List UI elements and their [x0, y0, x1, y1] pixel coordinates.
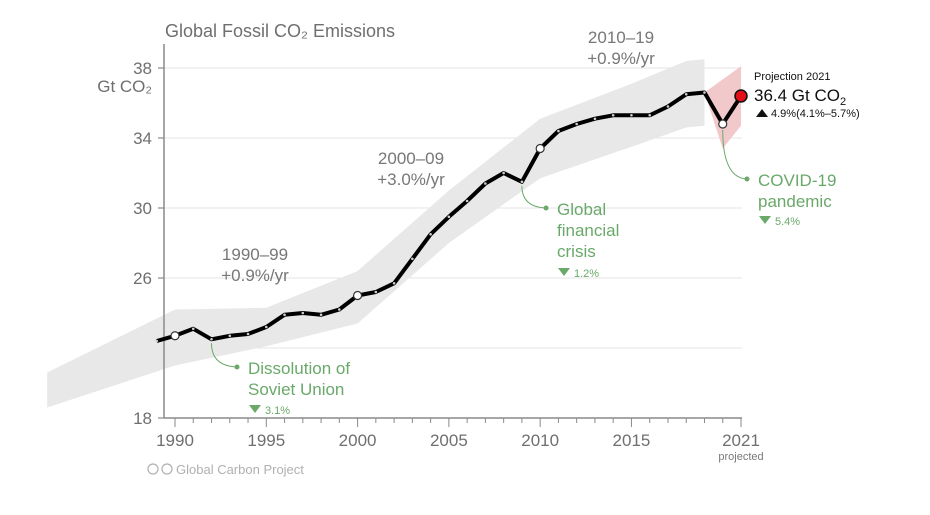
projection-up-arrow-icon — [756, 109, 768, 117]
gfc-annotation-line1: Global — [557, 200, 606, 219]
data-point-1989 — [155, 339, 159, 343]
data-point-1991 — [191, 327, 195, 331]
projection-title: Projection 2021 — [754, 71, 830, 83]
attribution-icon — [161, 463, 173, 475]
data-point-1995 — [264, 325, 268, 329]
highlight-point-2020 — [718, 119, 728, 129]
uncertainty-bands — [47, 59, 741, 408]
x-tick-label-2005: 2005 — [430, 431, 468, 450]
soviet-leader-line — [211, 343, 238, 368]
x-tick-label-2021: 2021 — [722, 431, 760, 450]
projection-value: 36.4 Gt CO2 — [754, 86, 846, 108]
highlight-point-2000 — [352, 290, 363, 301]
soviet-annotation-line2: Soviet Union — [248, 380, 344, 399]
gfc-change-value: 1.2% — [574, 268, 599, 280]
credit-text: Global Carbon Project — [176, 462, 304, 477]
y-tick-label-34: 34 — [133, 129, 152, 148]
data-point-2009 — [520, 180, 524, 184]
covid-down-arrow-icon — [759, 216, 771, 224]
data-point-1992 — [210, 337, 213, 341]
emission-points — [155, 89, 748, 343]
data-point-2016 — [648, 113, 652, 117]
x-tick-sublabel-projected: projected — [718, 451, 763, 463]
highlight-point-1990 — [170, 331, 180, 341]
era-2010s-rate: +0.9%/yr — [587, 49, 655, 68]
data-point-2014 — [611, 113, 615, 117]
data-point-2011 — [557, 129, 560, 133]
annotation-leaders — [211, 129, 750, 370]
covid-leader-dot — [744, 176, 750, 182]
y-axis-label: Gt CO₂ — [97, 77, 152, 96]
x-tick-label-1995: 1995 — [247, 431, 285, 450]
y-tick-label-26: 26 — [133, 269, 152, 288]
data-point-2004 — [429, 232, 432, 236]
data-point-2012 — [575, 122, 578, 126]
data-point-2002 — [392, 281, 396, 285]
covid-annotation-line1: COVID-19 — [758, 171, 836, 190]
creative-commons-icon — [147, 463, 159, 475]
soviet-down-arrow-icon — [249, 405, 261, 413]
y-tick-label-38: 38 — [133, 59, 152, 78]
x-tick-label-2010: 2010 — [521, 431, 559, 450]
projection-point-2021 — [734, 89, 748, 103]
era-2000s-rate: +3.0%/yr — [377, 170, 445, 189]
data-point-2018 — [684, 92, 688, 96]
data-point-1993 — [228, 334, 232, 338]
axis-ticks: 18 26 30 34 38 1990 1995 2000 2005 2010 2015 2021 — [133, 59, 760, 450]
data-point-2003 — [411, 257, 414, 261]
data-point-2008 — [502, 171, 505, 175]
soviet-change-value: 3.1% — [265, 405, 290, 417]
gfc-leader-dot — [543, 205, 549, 211]
gfc-annotation-line3: crisis — [557, 242, 596, 261]
data-point-2005 — [447, 215, 451, 219]
gfc-annotation-line2: financial — [557, 221, 619, 240]
projection-change: 4.9%(4.1%–5.7%) — [771, 108, 860, 120]
era-1990s-rate: +0.9%/yr — [221, 266, 289, 285]
era-2010s-period: 2010–19 — [588, 28, 654, 47]
data-point-2001 — [374, 290, 378, 294]
data-point-1999 — [338, 308, 341, 311]
era-2000s-period: 2000–09 — [378, 149, 444, 168]
data-point-2019 — [703, 91, 706, 94]
gfc-leader-line — [521, 185, 547, 209]
soviet-leader-dot — [234, 364, 240, 370]
data-point-2015 — [630, 113, 633, 117]
data-point-1996 — [283, 313, 286, 317]
data-point-2013 — [593, 117, 597, 121]
data-point-2007 — [484, 182, 487, 185]
highlight-point-2010 — [535, 143, 545, 154]
chart-title: Global Fossil CO₂ Emissions — [165, 21, 395, 41]
y-tick-label-30: 30 — [133, 199, 152, 218]
covid-annotation-line2: pandemic — [758, 192, 832, 211]
x-tick-label-2000: 2000 — [339, 431, 377, 450]
data-point-1998 — [319, 313, 323, 317]
data-point-1997 — [301, 311, 305, 315]
credit: Global Carbon Project — [147, 462, 304, 477]
era-1990s-period: 1990–99 — [222, 245, 288, 264]
data-point-1994 — [246, 332, 250, 336]
projection-band — [704, 66, 741, 149]
x-tick-label-2015: 2015 — [613, 431, 651, 450]
y-tick-label-18: 18 — [133, 409, 152, 428]
covid-leader-line — [722, 129, 748, 180]
data-point-2006 — [465, 199, 469, 203]
x-tick-label-1990: 1990 — [156, 431, 194, 450]
data-point-2017 — [666, 105, 670, 108]
soviet-annotation-line1: Dissolution of — [248, 359, 350, 378]
covid-change-value: 5.4% — [775, 216, 800, 228]
gfc-down-arrow-icon — [558, 268, 570, 276]
